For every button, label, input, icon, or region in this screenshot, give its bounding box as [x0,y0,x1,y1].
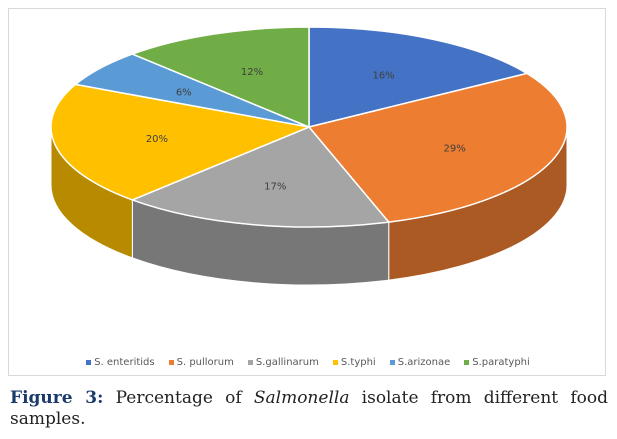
legend-swatch [389,359,395,365]
legend-swatch [86,359,92,365]
data-label-s-typhi: 20% [146,134,168,145]
pie-slice-s-enteritids [308,26,529,128]
legend-label: S.gallinarum [255,356,319,368]
legend-item-s-typhi: S.typhi [332,356,376,368]
pie-slice-s-paratyphi [130,26,310,129]
pie-slice-s-pullorum [307,72,568,223]
pie-chart: 16% 29% 17% 20% 6% 12% [50,26,568,286]
data-label-s-enteritids: 16% [372,70,394,81]
legend-item-s-enteritids: S. enteritids [86,356,155,368]
legend-label: S. enteritids [94,356,155,368]
data-label-s-paratyphi: 12% [241,67,263,78]
legend-item-s-gallinarum: S.gallinarum [247,356,319,368]
chart-frame: 16% 29% 17% 20% 6% 12% S. enteritids S. pullor… [8,8,606,376]
figure-label: Figure 3: [10,388,104,408]
caption-text-after: isolate from different food samples. [10,388,608,429]
legend-swatch [168,359,174,365]
legend: S. enteritids S. pullorum S.gallinarum S.ty… [9,353,607,371]
pie-slice-s-gallinarum [130,126,391,228]
legend-label: S. pullorum [176,356,234,368]
legend-swatch [464,359,470,365]
legend-swatch [332,359,338,365]
caption-text-before: Percentage of [103,388,254,408]
data-label-s-gallinarum: 17% [264,182,286,193]
figure-caption: Figure 3: Percentage of Salmonella isola… [10,388,608,430]
legend-label: S.arizonae [397,356,451,368]
caption-italic-term: Salmonella [253,388,350,408]
legend-item-s-paratyphi: S.paratyphi [464,357,530,368]
legend-item-s-pullorum: S. pullorum [168,356,234,368]
legend-label: S.paratyphi [472,356,530,368]
data-label-s-pullorum: 29% [444,143,466,154]
legend-item-s-arizonae: S.arizonae [389,356,451,368]
legend-label: S.typhi [340,356,376,368]
legend-swatch [247,359,253,365]
pie-slice-s-typhi [50,83,312,201]
data-label-s-arizonae: 6% [176,88,192,99]
